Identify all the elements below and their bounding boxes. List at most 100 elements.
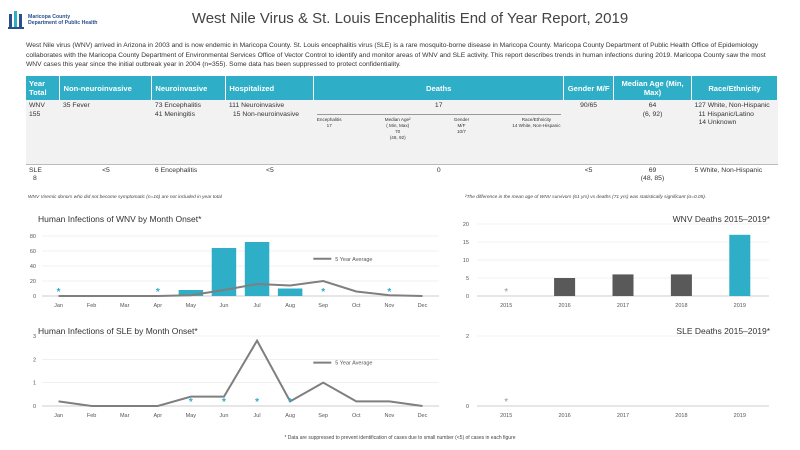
- wnv-month-bar: [178, 290, 204, 296]
- sle-month-title: Human Infections of SLE by Month Onset*: [38, 326, 198, 336]
- sle-month-suppressed-marker: *: [288, 397, 292, 408]
- sle-non-neuro: <5: [59, 163, 152, 188]
- wnv-deaths-chart: WNV Deaths 2015–2019* 0 5 10 15 20 2015 2016 201…: [463, 214, 771, 309]
- wnv-race-hispanic: 11 Hispanic/Latino: [698, 110, 754, 118]
- sle-month-line-5yr-avg: [58, 338, 423, 407]
- col-header-deaths: Deaths: [313, 76, 565, 100]
- wnv-deaths: 17 Encephalitis 17 Median Age² ( Min, Ma…: [313, 100, 564, 165]
- sle-deaths-xtick: 2017: [617, 413, 629, 419]
- wnv-month-xtick: Nov: [384, 303, 394, 309]
- col-header-hospitalized: Hospitalized: [225, 76, 315, 100]
- sle-deaths-chart: SLE Deaths 2015–2019* 0 2 2015 2016 2017 2018 2…: [466, 326, 771, 419]
- sle-month-xtick: Jan: [54, 413, 63, 419]
- wnv-month-suppressed-marker: *: [57, 287, 61, 298]
- table-row-wnv: WNV 155 35 Fever 73 Encephalitis 41 Meni…: [26, 100, 778, 165]
- sle-month-suppressed-marker: *: [255, 397, 259, 408]
- wnv-month-suppressed-marker: *: [321, 287, 325, 298]
- wnv-hosp-non-neuro: 15 Non-neuroinvasive: [232, 110, 300, 118]
- col-header-neuroinvasive: Neuroinvasive: [151, 76, 227, 100]
- wnv-race: 127 White, Non-Hispanic 11 Hispanic/Lati…: [691, 100, 778, 165]
- wnv-month-chart: Human Infections of WNV by Month Onset* 0…: [30, 214, 439, 309]
- sle-deaths-ytick: 0: [466, 404, 469, 410]
- logo-text: Maricopa County Department of Public Hea…: [28, 14, 97, 26]
- wnv-month-xtick: Mar: [120, 303, 130, 309]
- sle-median-age: 69 (48, 85): [613, 163, 692, 188]
- sle-month-legend-label: 5 Year Average: [335, 361, 372, 367]
- wnv-deaths-ytick: 10: [463, 258, 469, 264]
- sle-month-xtick: Jul: [254, 413, 261, 419]
- wnv-month-xtick: Dec: [418, 303, 428, 309]
- deaths-gender-value: 10/7: [456, 128, 466, 134]
- wnv-month-suppressed-marker: *: [156, 287, 160, 298]
- sle-deaths-xtick: 2016: [558, 413, 570, 419]
- wnv-deaths-ytick: 20: [463, 222, 469, 228]
- logo-line-2: Department of Public Health: [28, 20, 98, 26]
- sle-month-xtick: Dec: [418, 413, 428, 419]
- wnv-race-unknown: 14 Unknown: [698, 119, 737, 126]
- sle-deaths-suppressed-marker: *: [504, 397, 508, 408]
- wnv-deaths-suppressed-marker: *: [504, 287, 508, 298]
- wnv-month-line-5yr-avg: [58, 279, 423, 297]
- wnv-deaths-title: WNV Deaths 2015–2019*: [673, 214, 771, 224]
- wnv-deaths-ytick: 15: [463, 240, 469, 246]
- note-viremic-donors: WNV Viremic donors who did not become sy…: [28, 195, 222, 200]
- sle-month-xtick: Feb: [87, 413, 96, 419]
- col-header-non-neuroinvasive: Non-neuroinvasive: [59, 76, 153, 100]
- wnv-total: 155: [29, 110, 41, 118]
- wnv-label: WNV: [29, 102, 45, 109]
- wnv-deaths-ytick: 0: [466, 294, 469, 300]
- wnv-deaths-bar: [729, 234, 751, 296]
- wnv-neuro-meningitis: 41 Meningitis: [154, 110, 195, 118]
- wnv-month-suppressed-marker: *: [387, 287, 391, 298]
- col-header-median-age: Median Age (Min, Max): [613, 76, 692, 100]
- wnv-month-bar: [244, 242, 270, 296]
- sle-deaths-title: SLE Deaths 2015–2019*: [676, 326, 770, 336]
- wnv-race-white: 127 White, Non-Hispanic: [694, 102, 770, 109]
- sle-race: 5 White, Non-Hispanic: [691, 163, 778, 188]
- wnv-month-ytick: 40: [30, 264, 36, 270]
- sle-month-xtick: May: [186, 413, 197, 419]
- wnv-month-xtick: Apr: [154, 303, 163, 309]
- deaths-median-age-sub: ( Min, Max): [386, 122, 410, 128]
- sle-hospitalized: <5: [225, 163, 314, 188]
- sle-month-suppressed-marker: *: [189, 397, 193, 408]
- sle-month-xtick: Nov: [384, 413, 394, 419]
- deaths-median-age-label: Median Age²: [384, 116, 411, 122]
- wnv-year-total: WNV 155: [26, 100, 60, 165]
- col-header-year-total: Year Total: [26, 76, 61, 100]
- county-logo-icon: [8, 11, 24, 29]
- wnv-median-age-range: (6, 92): [642, 110, 663, 118]
- sle-month-xtick: Jun: [220, 413, 229, 419]
- note-age-difference: ²The difference in the mean age of WNV s…: [465, 195, 707, 200]
- wnv-deaths-breakdown: Encephalitis 17 Median Age² ( Min, Max) …: [316, 113, 561, 141]
- sle-year-total: SLE 8: [26, 163, 60, 188]
- wnv-hosp-neuro: 111 Neuroinvasive: [228, 102, 285, 109]
- sle-deaths-ytick: 2: [466, 334, 469, 340]
- deaths-gender-sub: M/F: [457, 122, 466, 128]
- wnv-deaths-xtick: 2019: [734, 303, 746, 309]
- deaths-race-value: 14 White, Non-Hispanic: [512, 122, 561, 128]
- wnv-deaths-bar: [612, 274, 634, 296]
- intro-paragraph: West Nile virus (WNV) arrived in Arizona…: [26, 42, 766, 68]
- sle-month-xtick: Oct: [352, 413, 361, 419]
- wnv-month-ytick: 0: [33, 294, 36, 300]
- wnv-deaths-bar: [554, 278, 576, 296]
- wnv-month-ytick: 20: [30, 279, 36, 285]
- wnv-deaths-xtick: 2018: [675, 303, 687, 309]
- sle-month-xtick: Aug: [285, 413, 295, 419]
- wnv-hospitalized: 111 Neuroinvasive 15 Non-neuroinvasive: [225, 100, 314, 165]
- wnv-month-xtick: Jan: [54, 303, 63, 309]
- sle-label: SLE: [29, 166, 42, 174]
- sle-month-chart: Human Infections of SLE by Month Onset* 0…: [33, 326, 439, 419]
- sle-month-ytick: 3: [33, 334, 36, 340]
- sle-month-xtick: Sep: [318, 413, 328, 419]
- sle-deaths-xtick: 2019: [734, 413, 746, 419]
- deaths-gender: Gender M/F 10/7: [454, 117, 469, 141]
- sle-deaths: 0: [313, 163, 564, 188]
- col-header-race: Race/Ethnicity: [691, 76, 779, 100]
- wnv-deaths-ytick: 5: [466, 276, 469, 282]
- col-header-gender: Gender M/F: [563, 76, 615, 100]
- deaths-gender-label: Gender: [453, 116, 470, 122]
- sle-median-age-value: 69: [648, 166, 657, 174]
- maricopa-logo: Maricopa County Department of Public Hea…: [8, 8, 108, 32]
